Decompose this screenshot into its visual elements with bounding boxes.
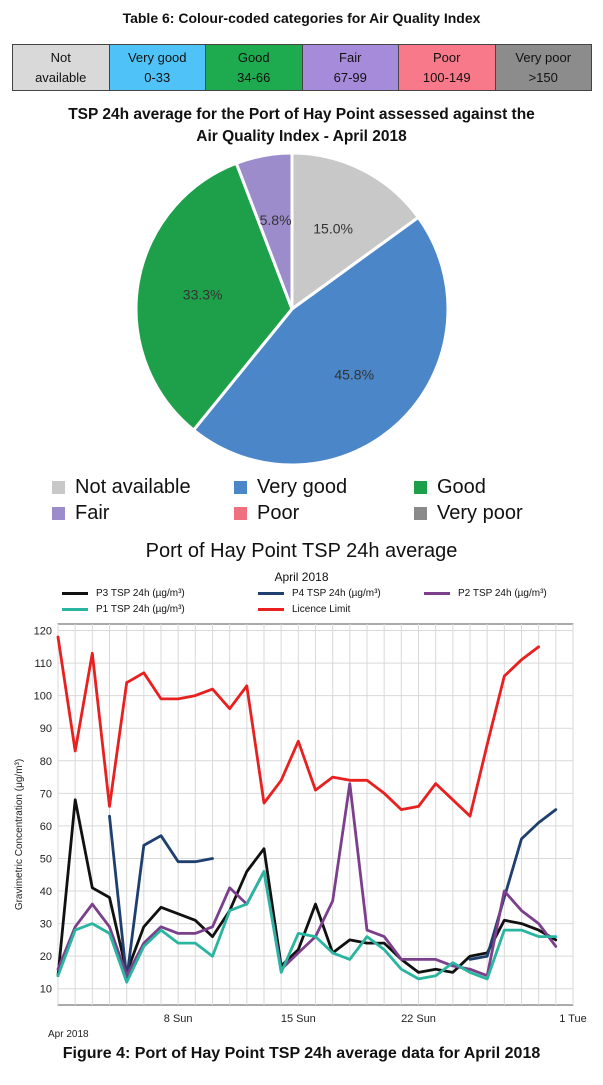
y-tick-label: 80 xyxy=(40,756,52,768)
aqi-cell-fair: Fair 67-99 xyxy=(302,45,399,90)
y-tick-label: 60 xyxy=(40,821,52,833)
x-tick-label: 15 Sun xyxy=(281,1013,316,1025)
legend-item-not-available: Not available xyxy=(52,476,191,499)
line-legend-swatch xyxy=(62,608,88,611)
line-legend-item-p4-tsp-24h-g-m: P4 TSP 24h (µg/m³) xyxy=(258,588,381,599)
legend-label: Good xyxy=(437,476,486,498)
line-chart-title: Port of Hay Point TSP 24h average xyxy=(145,540,458,562)
line-chart-legend: P3 TSP 24h (µg/m³) P4 TSP 24h (µg/m³) P2 T… xyxy=(0,588,603,624)
y-tick-label: 40 xyxy=(40,886,52,898)
aqi-cell-very-poor: Very poor >150 xyxy=(495,45,591,90)
legend-item-poor: Poor xyxy=(234,502,299,525)
y-tick-label: 50 xyxy=(40,853,52,865)
x-tick-label: 22 Sun xyxy=(401,1013,436,1025)
aqi-cell-range: 0-33 xyxy=(144,69,171,85)
aqi-cell-label: Fair xyxy=(339,49,362,65)
line-legend-item-licence-limit: Licence Limit xyxy=(258,604,350,615)
y-tick-label: 110 xyxy=(34,658,52,670)
line-chart: 10 20 30 40 50 60 70 80 90 100 110 120 8 Sun 15 Sun 22… xyxy=(14,623,587,1040)
pie-slice-fair xyxy=(234,151,294,310)
legend-swatch xyxy=(414,507,427,520)
aqi-cell-very-good: Very good 0-33 xyxy=(109,45,206,90)
pie-chart-title: TSP 24h average for the Port of Hay Poin… xyxy=(0,104,603,148)
y-tick-label: 30 xyxy=(40,919,52,931)
aqi-cell-range: available xyxy=(35,69,87,85)
pie-title-line-1: TSP 24h average for the Port of Hay Poin… xyxy=(68,106,535,123)
table-title: Table 6: Colour-coded categories for Air… xyxy=(122,10,481,26)
y-tick-label: 70 xyxy=(40,788,52,800)
line-legend-label: P2 TSP 24h (µg/m³) xyxy=(458,588,547,599)
series-line-p4-tsp-24h-g-m xyxy=(468,808,558,961)
line-legend-swatch xyxy=(258,608,284,611)
line-legend-item-p3-tsp-24h-g-m: P3 TSP 24h (µg/m³) xyxy=(62,588,185,599)
legend-label: Poor xyxy=(257,502,300,524)
aqi-cell-range: 34-66 xyxy=(237,69,271,85)
line-legend-item-p2-tsp-24h-g-m: P2 TSP 24h (µg/m³) xyxy=(424,588,547,599)
line-legend-label: P1 TSP 24h (µg/m³) xyxy=(96,604,185,615)
line-legend-label: P3 TSP 24h (µg/m³) xyxy=(96,588,185,599)
line-chart-subtitle: April 2018 xyxy=(274,570,329,584)
aqi-cell-range: >150 xyxy=(528,69,558,85)
line-legend-swatch xyxy=(424,592,450,595)
pie-slice-not-available xyxy=(290,151,421,312)
legend-swatch xyxy=(52,507,65,520)
legend-item-good: Good xyxy=(414,476,486,499)
line-legend-label: P4 TSP 24h (µg/m³) xyxy=(292,588,381,599)
legend-item-fair: Fair xyxy=(52,502,109,525)
aqi-cell-label: Not xyxy=(50,49,71,65)
aqi-cell-range: 100-149 xyxy=(422,69,471,85)
legend-swatch xyxy=(414,481,427,494)
line-legend-swatch xyxy=(258,592,284,595)
line-legend-label: Licence Limit xyxy=(292,604,351,615)
x-tick-label: 8 Sun xyxy=(164,1013,193,1025)
legend-swatch xyxy=(52,481,65,494)
y-tick-label: 90 xyxy=(40,723,52,735)
series-line-p2-tsp-24h-g-m xyxy=(56,782,558,978)
y-tick-label: 100 xyxy=(34,691,52,703)
y-tick-label: 10 xyxy=(40,984,52,996)
aqi-cell-label: Good xyxy=(237,49,270,65)
pie-title-line-2: Air Quality Index - April 2018 xyxy=(196,128,407,145)
legend-label: Very poor xyxy=(437,502,523,524)
series-line-p1-tsp-24h-g-m xyxy=(56,870,558,984)
pie-slice-good xyxy=(134,161,294,433)
x-tick-label: 1 Tue xyxy=(559,1013,587,1025)
aqi-cell-label: Very poor xyxy=(515,49,572,65)
pie-data-label: 5.8% xyxy=(260,212,292,228)
legend-label: Not available xyxy=(75,476,191,498)
legend-swatch xyxy=(234,507,247,520)
legend-item-very-poor: Very poor xyxy=(414,502,523,525)
aqi-cell-not-available: Not available xyxy=(13,45,110,90)
aqi-cell-label: Poor xyxy=(433,49,461,65)
pie-data-label: 45.8% xyxy=(334,367,374,383)
aqi-cell-range: 67-99 xyxy=(333,69,367,85)
legend-label: Fair xyxy=(75,502,110,524)
aqi-cell-poor: Poor 100-149 xyxy=(399,45,496,90)
legend-item-very-good: Very good xyxy=(234,476,347,499)
legend-label: Very good xyxy=(257,476,348,498)
aqi-cell-good: Good 34-66 xyxy=(206,45,303,90)
series-line-p3-tsp-24h-g-m xyxy=(56,798,558,978)
pie-data-label: 33.3% xyxy=(183,287,223,303)
y-tick-label: 20 xyxy=(40,951,52,963)
aqi-category-table: Not available Very good 0-33 Good 34-66 … xyxy=(12,44,592,91)
pie-data-label: 15.0% xyxy=(313,220,353,236)
series-line-licence-limit xyxy=(56,635,541,818)
pie-chart: 15.0% 45.8% 33.3% 5.8% xyxy=(134,151,450,467)
legend-swatch xyxy=(234,481,247,494)
y-tick-label: 120 xyxy=(34,626,52,638)
y-axis-label: Gravimetric Concentration (μg/m³) xyxy=(14,759,25,910)
line-legend-swatch xyxy=(62,592,88,595)
pie-slice-very-good xyxy=(191,215,450,467)
line-legend-item-p1-tsp-24h-g-m: P1 TSP 24h (µg/m³) xyxy=(62,604,185,615)
figure-caption: Figure 4: Port of Hay Point TSP 24h aver… xyxy=(62,1045,541,1062)
aqi-cell-label: Very good xyxy=(127,49,187,65)
x-start-label: Apr 2018 xyxy=(48,1029,89,1040)
